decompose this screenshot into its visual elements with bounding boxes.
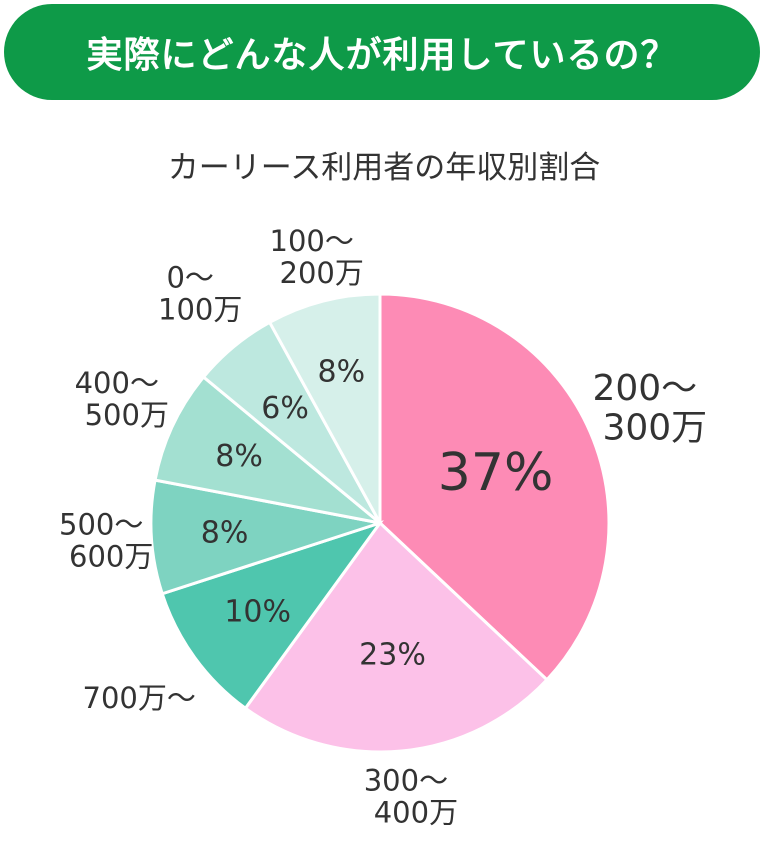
slice-value-label: 23% — [359, 638, 426, 673]
slice-value-label: 8% — [318, 355, 366, 390]
slice-category-label: 200万 — [280, 256, 364, 290]
pie-slice — [149, 478, 381, 596]
slice-category-label: 600万 — [69, 540, 153, 574]
slice-category-label: 400万 — [374, 796, 458, 830]
pie-slice — [267, 292, 382, 524]
slice-value-label: 10% — [224, 594, 291, 629]
header-title: 実際にどんな人が利用しているの？ — [86, 35, 678, 76]
slice-category-label: 400～ — [75, 366, 159, 400]
chart-title: カーリース利用者の年収別割合 — [167, 150, 601, 186]
header-banner: 実際にどんな人が利用しているの？ — [4, 4, 760, 100]
slice-category-label: 300万 — [602, 408, 707, 449]
slice-category-label: 500万 — [85, 398, 169, 432]
slice-category-label: 200～ — [592, 368, 697, 409]
slice-category-label: 100万 — [158, 293, 242, 327]
slice-value-label: 37% — [438, 443, 554, 503]
slice-value-label: 8% — [215, 439, 263, 474]
slice-category-label: 100～ — [270, 224, 354, 258]
pie-slice — [153, 374, 381, 525]
pie-slice — [160, 520, 384, 711]
slice-value-label: 8% — [201, 515, 249, 550]
pie-slice — [378, 292, 611, 682]
slice-value-label: 6% — [261, 391, 309, 426]
pie-slice — [243, 520, 550, 754]
slice-category-label: 0～ — [166, 261, 213, 295]
slice-category-label: 300～ — [364, 764, 448, 798]
slice-category-label: 500～ — [59, 508, 143, 542]
slice-category-label: 700万～ — [83, 681, 196, 715]
